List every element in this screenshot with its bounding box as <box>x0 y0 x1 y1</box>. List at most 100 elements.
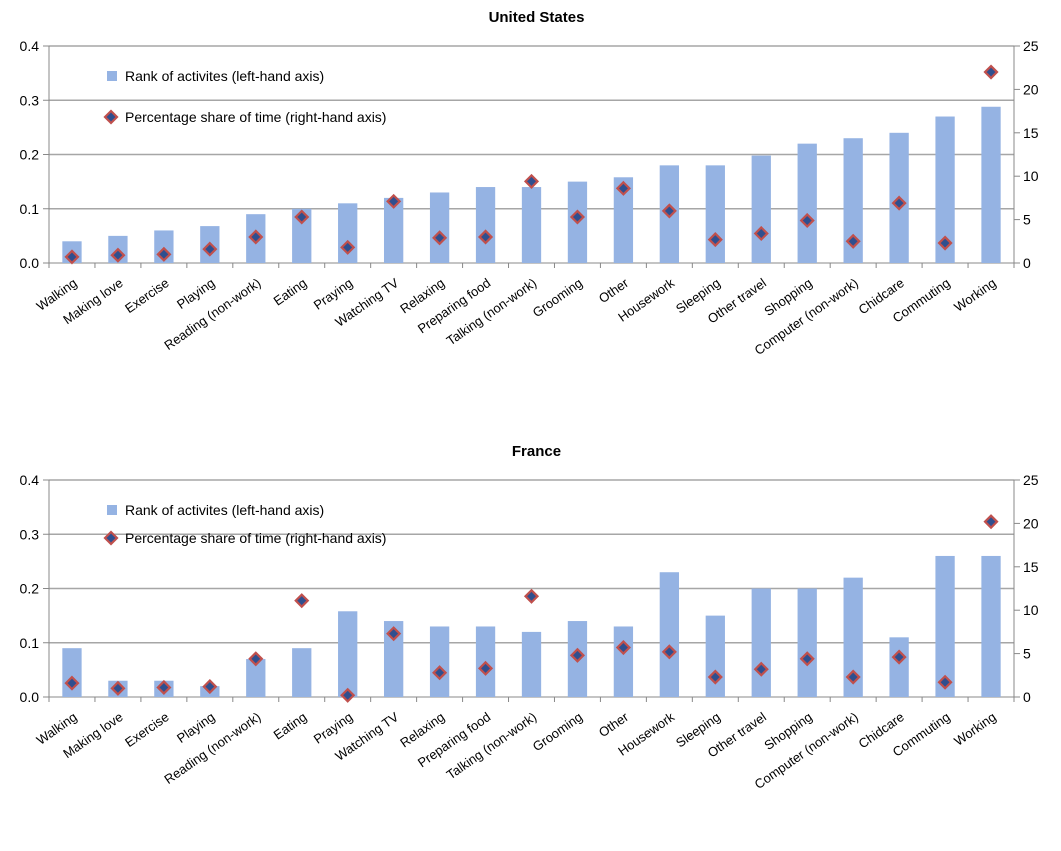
left-tick-label: 0.0 <box>20 255 40 271</box>
bar <box>797 143 817 263</box>
chart-1: France0.00.10.20.30.40510152025WalkingMa… <box>20 443 1039 792</box>
chart-title: United States <box>489 9 585 26</box>
marker-point <box>845 233 861 249</box>
marker-point <box>477 660 494 676</box>
bar <box>292 208 312 263</box>
chart-0: United States0.00.10.20.30.40510152025Wa… <box>20 9 1039 358</box>
bar <box>935 116 955 264</box>
marker-point <box>523 588 540 604</box>
marker-point <box>983 514 999 530</box>
marker-point <box>845 669 861 685</box>
marker-point <box>799 212 815 229</box>
left-tick-label: 0.1 <box>20 201 40 217</box>
marker-point <box>386 193 402 209</box>
marker-point <box>523 173 540 189</box>
marker-point <box>202 241 218 257</box>
left-tick-label: 0.2 <box>20 581 40 597</box>
bar <box>935 555 955 697</box>
marker-point <box>615 180 631 196</box>
marker-point <box>294 593 310 609</box>
marker-point <box>248 229 264 245</box>
bar <box>475 187 496 263</box>
marker-point <box>64 249 80 265</box>
legend-marker-swatch <box>103 109 119 125</box>
right-tick-label: 0 <box>1023 689 1031 705</box>
category-label: Eating <box>271 275 310 308</box>
marker-point <box>891 195 907 211</box>
category-label: Grooming <box>530 275 585 320</box>
bar <box>843 577 863 697</box>
marker-point <box>983 64 999 80</box>
left-tick-label: 0.4 <box>20 472 40 488</box>
marker-point <box>202 679 218 695</box>
bar <box>429 626 450 697</box>
bar <box>246 659 266 697</box>
marker-point <box>386 626 402 642</box>
left-tick-label: 0.1 <box>20 635 40 651</box>
marker-point <box>294 209 310 225</box>
left-tick-label: 0.3 <box>20 92 40 108</box>
legend-label: Rank of activites (left-hand axis) <box>125 68 324 84</box>
marker-point <box>661 203 677 219</box>
right-tick-label: 0 <box>1023 255 1031 271</box>
marker-point <box>569 647 586 663</box>
right-tick-label: 10 <box>1023 602 1039 618</box>
category-label: Working <box>951 709 998 749</box>
bar <box>338 611 358 697</box>
marker-point <box>156 679 172 696</box>
marker-point <box>477 229 494 245</box>
left-tick-label: 0.2 <box>20 147 40 163</box>
right-tick-label: 15 <box>1023 125 1039 141</box>
bar <box>981 106 1001 263</box>
category-label: Eating <box>271 709 310 742</box>
chart-title: France <box>512 443 561 460</box>
bar <box>797 588 817 697</box>
bar <box>613 626 634 697</box>
marker-point <box>64 675 80 691</box>
category-label: Other <box>596 709 632 740</box>
legend-bar-swatch <box>107 71 117 81</box>
bar <box>981 555 1001 697</box>
category-label: Working <box>951 275 998 315</box>
bar <box>889 637 909 697</box>
marker-point <box>432 665 448 681</box>
legend-label: Percentage share of time (right-hand axi… <box>125 530 386 546</box>
category-label: Exercise <box>122 709 171 750</box>
bar <box>521 631 542 697</box>
marker-point <box>432 230 448 246</box>
legend-bar-swatch <box>107 505 117 515</box>
marker-point <box>891 649 907 665</box>
marker-point <box>753 661 769 677</box>
marker-point <box>110 247 126 263</box>
bar <box>705 165 725 263</box>
marker-point <box>569 209 586 225</box>
legend-label: Rank of activites (left-hand axis) <box>125 502 324 518</box>
bar <box>751 588 771 697</box>
right-tick-label: 20 <box>1023 515 1039 531</box>
bar <box>383 621 404 697</box>
category-label: Other <box>596 275 632 306</box>
right-tick-label: 10 <box>1023 168 1039 184</box>
bar <box>292 648 312 697</box>
bar <box>659 572 680 697</box>
marker-point <box>707 669 723 685</box>
legend-label: Percentage share of time (right-hand axi… <box>125 109 386 125</box>
marker-point <box>799 651 815 667</box>
right-tick-label: 5 <box>1023 212 1031 228</box>
category-label: Exercise <box>122 275 171 316</box>
bar <box>751 155 771 263</box>
right-tick-label: 25 <box>1023 472 1039 488</box>
right-tick-label: 25 <box>1023 38 1039 54</box>
right-tick-label: 20 <box>1023 81 1039 97</box>
bar <box>705 615 725 697</box>
marker-point <box>248 651 264 667</box>
right-tick-label: 5 <box>1023 646 1031 662</box>
bar <box>521 187 542 263</box>
marker-point <box>340 239 356 255</box>
right-tick-label: 15 <box>1023 559 1039 575</box>
marker-point <box>753 225 769 242</box>
marker-point <box>707 232 723 248</box>
left-tick-label: 0.3 <box>20 526 40 542</box>
